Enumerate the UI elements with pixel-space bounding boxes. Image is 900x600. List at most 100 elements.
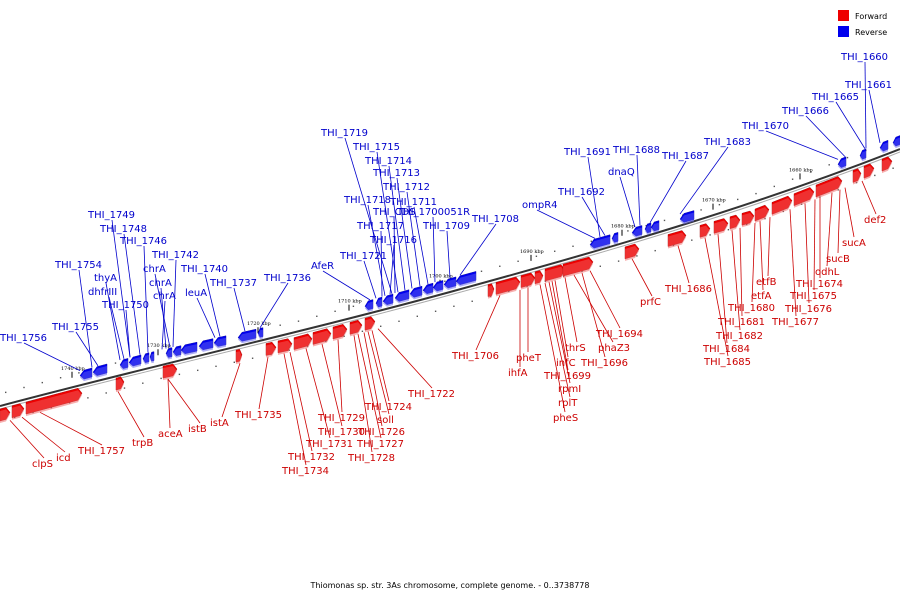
minor-tick-below — [691, 239, 693, 241]
minor-tick-below — [434, 310, 437, 312]
reverse-gene-arrow-shade — [214, 337, 226, 349]
forward-gene-label-infc: infC — [556, 358, 576, 369]
forward-leader — [221, 363, 241, 418]
minor-tick-above — [59, 377, 62, 379]
minor-tick-below — [892, 167, 894, 169]
reverse-gene-arrow-shade — [120, 360, 128, 371]
reverse-gene-arrow-shade — [150, 353, 154, 364]
forward-leader — [367, 331, 390, 415]
reverse-gene-label-thi-1691: THI_1691 — [563, 147, 611, 158]
genome-title: Thiomonas sp. str. 3As chromosome, compl… — [310, 581, 590, 590]
minor-tick-below — [617, 260, 620, 262]
forward-leader — [844, 187, 855, 238]
forward-leader — [548, 281, 571, 384]
minor-tick-below — [398, 320, 400, 322]
forward-gene-label-thi-1681: THI_1681 — [717, 317, 765, 328]
reverse-leader-lines — [23, 61, 881, 372]
minor-tick-below — [251, 357, 254, 359]
reverse-gene-arrow-shade — [423, 285, 433, 296]
reverse-gene-label-ompr4: ompR4 — [522, 200, 558, 211]
reverse-leader — [679, 146, 729, 215]
reverse-leader — [765, 130, 839, 160]
tick-label: 1660 kbp — [789, 167, 813, 173]
legend-forward-label: Forward — [855, 12, 887, 21]
reverse-leader — [432, 216, 436, 283]
reverse-gene-label-thi-1708: THI_1708 — [471, 214, 519, 225]
forward-leader — [283, 353, 307, 466]
minor-tick-above — [297, 320, 300, 322]
reverse-leader — [649, 160, 687, 223]
reverse-gene-arrow-shade — [238, 331, 256, 344]
reverse-leader — [172, 259, 177, 347]
reverse-gene-label-thi-1714: THI_1714 — [364, 156, 412, 167]
forward-leader — [554, 280, 569, 358]
reverse-leader — [868, 89, 881, 143]
chromosome-backbone — [0, 148, 900, 407]
reverse-gene-label-thi-1740: THI_1740 — [180, 264, 228, 275]
forward-gene-label-thi-1686: THI_1686 — [664, 284, 712, 295]
legend-reverse-swatch — [838, 26, 849, 37]
reverse-gene-label-dnaq: dnaQ — [608, 167, 635, 178]
forward-leader — [289, 352, 313, 452]
reverse-gene-arrow-shade — [395, 291, 409, 304]
forward-leader — [789, 209, 797, 317]
forward-gene-arrow-shade — [266, 344, 276, 358]
forward-gene-label-thi-1757: THI_1757 — [77, 446, 125, 457]
reverse-gene-label-thi-1749: THI_1749 — [87, 210, 135, 221]
forward-gene-label-thi-1680: THI_1680 — [727, 303, 775, 314]
minor-tick-below — [142, 382, 144, 384]
reverse-gene-label-thi-1736: THI_1736 — [263, 273, 311, 284]
minor-tick-below — [453, 305, 455, 307]
reverse-gene-label-thi-1748: THI_1748 — [99, 224, 147, 235]
forward-gene-label-clps: clpS — [32, 459, 53, 470]
minor-tick-below — [233, 361, 235, 363]
minor-tick-above — [316, 315, 318, 317]
reverse-gene-label-chra: chrA — [149, 278, 172, 289]
chromosome-backbone-shadow — [0, 151, 900, 410]
forward-gene-label-soll: soll — [377, 415, 394, 426]
minor-tick-above — [41, 381, 43, 384]
reverse-gene-label-thi-1670: THI_1670 — [741, 121, 789, 132]
reverse-gene-label-thi-1716: THI_1716 — [369, 235, 417, 246]
forward-gene-label-trpb: trpB — [132, 438, 153, 449]
forward-gene-label-thi-1724: THI_1724 — [364, 402, 412, 413]
forward-leader — [475, 295, 501, 351]
forward-genes — [0, 156, 893, 423]
reverse-gene-arrow-shade — [612, 234, 618, 245]
reverse-leader — [123, 233, 141, 355]
reverse-leader — [78, 269, 93, 368]
forward-leader — [739, 227, 743, 317]
reverse-leader — [396, 177, 413, 289]
reverse-gene-arrow-shade — [365, 301, 373, 312]
forward-gene-label-phaz3: phaZ3 — [598, 343, 630, 354]
forward-leader — [337, 339, 343, 413]
forward-gene-arrow-shade — [365, 318, 375, 333]
minor-tick-above — [499, 265, 501, 267]
minor-tick-above — [700, 209, 702, 211]
reverse-gene-label-thi-1717: THI_1717 — [356, 221, 404, 232]
reverse-gene-label-leua: leuA — [185, 288, 207, 299]
minor-tick-above — [444, 280, 446, 282]
tick-label: 1740 kbp — [61, 366, 85, 372]
forward-gene-label-thi-1682: THI_1682 — [715, 331, 763, 342]
minor-tick-above — [663, 219, 666, 222]
forward-gene-arrow-shade — [26, 390, 82, 417]
minor-tick-above — [810, 171, 812, 173]
reverse-gene-label-thi-1737: THI_1737 — [209, 278, 257, 289]
reverse-gene-label-thi-1688: THI_1688 — [612, 145, 660, 156]
reverse-gene-label-thi-1700051r: THI_1700051R — [396, 207, 470, 218]
forward-leader — [677, 245, 690, 284]
minor-tick-below — [599, 265, 601, 267]
forward-gene-label-thi-1729: THI_1729 — [317, 413, 365, 424]
tick-label: 1670 kbp — [702, 198, 726, 204]
reverse-gene-label-thi-1692: THI_1692 — [557, 187, 605, 198]
forward-gene-label-thi-1728: THI_1728 — [347, 453, 395, 464]
reverse-leader — [75, 331, 99, 367]
reverse-leader — [864, 61, 867, 149]
reverse-gene-label-thi-cds: THI_CDS — [372, 207, 416, 218]
forward-leader — [167, 378, 201, 424]
reverse-genes — [79, 135, 900, 382]
forward-leader — [551, 281, 569, 371]
reverse-gene-label-thi-1661: THI_1661 — [844, 80, 892, 91]
